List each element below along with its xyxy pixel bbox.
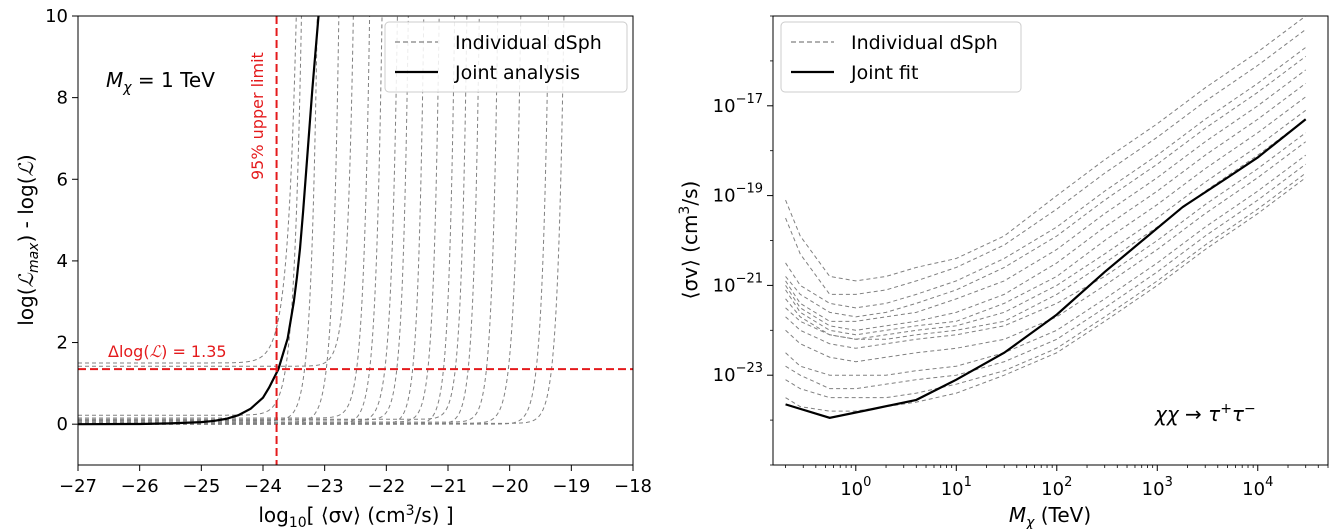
left-x-tick-label: −21 (429, 476, 467, 497)
right-x-tick-label: 101 (941, 475, 972, 500)
left-x-axis: −27 −26 −25 −24 −23 −22 −21 −20 −19 −18 (59, 465, 652, 497)
left-legend-box (384, 21, 628, 93)
right-x-tick-label: 100 (840, 475, 871, 500)
individual-dsph-curve (78, 16, 499, 423)
left-x-tick-label: −20 (491, 476, 529, 497)
individual-dsph-limit-curve (785, 141, 1307, 363)
right-x-axis: 100 101 102 103 104 (785, 465, 1329, 500)
left-x-tick-label: −26 (121, 476, 159, 497)
right-x-axis-label: Mχ (TeV) (1009, 503, 1091, 529)
mass-annotation: Mχ = 1 TeV (106, 68, 215, 96)
left-y-tick-label: 6 (57, 169, 68, 190)
left-y-axis: 0 2 4 6 8 10 (45, 6, 78, 435)
right-y-axis: 10−23 10−21 10−19 10−17 (713, 15, 773, 466)
right-legend: Individual dSph Joint fit (780, 21, 1022, 93)
right-x-tick-label: 102 (1041, 475, 1072, 500)
individual-dsph-limit-curve (785, 47, 1307, 309)
individual-dsph-curve (78, 16, 354, 367)
left-axes-frame (77, 15, 634, 466)
left-legend-joint: Joint analysis (454, 62, 580, 84)
right-y-tick-label: 10−21 (713, 271, 763, 296)
left-x-tick-label: −18 (614, 476, 652, 497)
right-y-axis-label: ⟨σv⟩ (cm3/s) (677, 181, 702, 300)
right-legend-individual: Individual dSph (851, 32, 998, 54)
right-plot-area (785, 16, 1307, 419)
left-x-tick-label: −27 (59, 476, 97, 497)
individual-dsph-curve (78, 16, 302, 416)
individual-dsph-limit-curve (785, 96, 1307, 336)
right-x-tick-label: 104 (1242, 475, 1273, 500)
left-legend: Individual dSph Joint analysis (384, 21, 628, 93)
individual-dsph-limit-curve (785, 109, 1307, 340)
individual-dsph-limit-curve (785, 132, 1307, 349)
left-x-tick-label: −23 (306, 476, 344, 497)
channel-annotation: χχ → τ+τ− (1154, 401, 1256, 426)
left-legend-individual: Individual dSph (455, 32, 602, 54)
right-y-tick-label: 10−23 (713, 361, 763, 386)
individual-dsph-curve (78, 16, 297, 364)
left-x-tick-label: −25 (182, 476, 220, 497)
individual-dsph-limit-curve (785, 154, 1307, 376)
individual-dsph-curve (78, 16, 409, 421)
individual-dsph-limit-curve (785, 82, 1307, 331)
delta-loglike-annotation: Δlog(ℒ) = 1.35 (108, 342, 227, 361)
right-y-tick-label: 10−19 (713, 182, 763, 207)
individual-dsph-limit-curve (785, 172, 1307, 399)
right-legend-joint: Joint fit (850, 62, 918, 84)
left-y-tick-label: 4 (57, 251, 68, 272)
left-y-tick-label: 2 (57, 333, 68, 354)
left-chart: −27 −26 −25 −24 −23 −22 −21 −20 −19 −18 0 2 4 6 8 10 M… (14, 6, 652, 529)
individual-dsph-curve (78, 16, 468, 420)
upper-limit-annotation: 95% upper limit (248, 52, 267, 180)
left-plot-area (78, 16, 565, 426)
left-y-tick-label: 0 (57, 414, 68, 435)
right-y-tick-label: 10−17 (713, 92, 763, 117)
right-legend-box (780, 21, 1022, 93)
joint-fit-curve (785, 118, 1307, 419)
right-chart: 100 101 102 103 104 10−23 10−21 10−19 10−17 Ind… (677, 15, 1329, 529)
left-x-tick-label: −24 (244, 476, 282, 497)
individual-dsph-limit-curve (785, 16, 1307, 282)
left-y-axis-label: log(ℒmax) - log(ℒ) (14, 154, 42, 325)
left-y-tick-label: 8 (57, 88, 68, 109)
individual-dsph-limit-curve (785, 56, 1307, 318)
left-x-tick-label: −22 (367, 476, 405, 497)
right-x-tick-label: 103 (1142, 475, 1173, 500)
left-x-tick-label: −19 (552, 476, 590, 497)
individual-dsph-limit-curve (785, 69, 1307, 322)
left-y-tick-label: 10 (45, 6, 68, 27)
individual-dsph-limit-curve (785, 29, 1307, 295)
individual-dsph-limit-curve (785, 163, 1307, 390)
individual-dsph-curve (78, 16, 318, 422)
left-x-axis-label: log10[ ⟨σv⟩ (cm3/s) ] (258, 503, 453, 529)
joint-analysis-curve (78, 16, 320, 426)
individual-dsph-limit-curve (785, 177, 1307, 412)
